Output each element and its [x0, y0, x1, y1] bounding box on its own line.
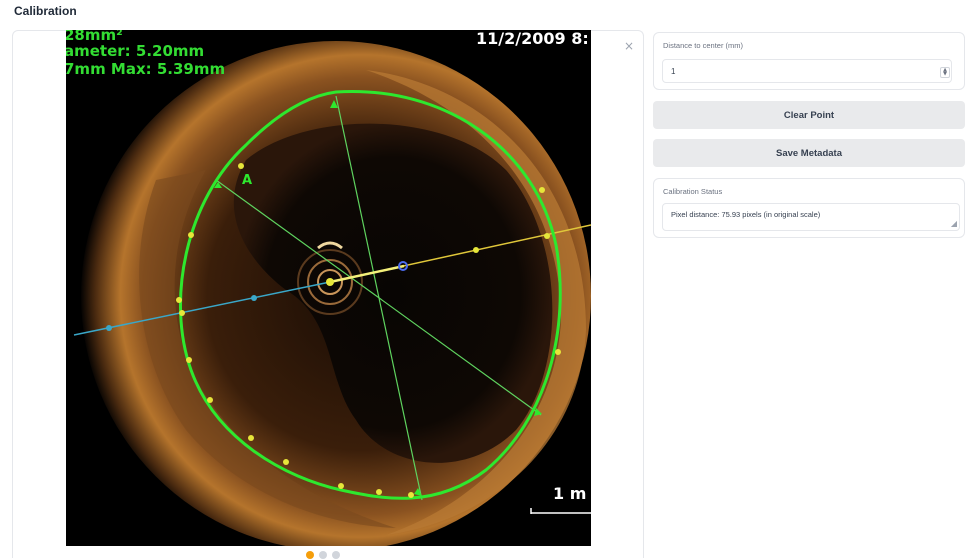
overlay-line-2: ameter: 5.20mm — [66, 42, 204, 60]
page-dot-active[interactable] — [306, 551, 314, 559]
distance-input[interactable] — [662, 59, 952, 83]
resize-handle-icon[interactable]: ◢ — [950, 219, 957, 228]
scale-label: 1 m — [553, 484, 586, 503]
overlay-line-1: 28mm² — [66, 30, 123, 44]
calibration-status-container: Calibration Status Pixel distance: 75.93… — [653, 178, 965, 238]
save-metadata-button[interactable]: Save Metadata — [653, 139, 965, 167]
close-icon[interactable]: × — [623, 39, 635, 53]
page-dot[interactable] — [319, 551, 327, 559]
section-title: Calibration — [14, 4, 77, 18]
calibration-status-label: Calibration Status — [663, 187, 723, 196]
page-dot[interactable] — [332, 551, 340, 559]
number-stepper-icon[interactable]: ▲ ▼ — [940, 67, 950, 78]
distance-field-label: Distance to center (mm) — [663, 41, 744, 50]
lumen-contour — [178, 89, 562, 500]
oct-image[interactable]: A 28mm² ameter: 5.20mm 7mm Max: 5.39mm 1… — [66, 30, 591, 546]
marker-label: A — [242, 173, 252, 188]
clear-point-button[interactable]: Clear Point — [653, 101, 965, 129]
contour-points — [176, 163, 561, 498]
lumen-area — [233, 123, 553, 463]
distance-field-container: Distance to center (mm) ▲ ▼ — [653, 32, 965, 90]
status-value: Pixel distance: 75.93 pixels (in origina… — [671, 210, 821, 219]
calibration-status-text[interactable]: Pixel distance: 75.93 pixels (in origina… — [662, 203, 960, 231]
overlay-line-3: 7mm Max: 5.39mm — [66, 60, 225, 78]
timestamp: 11/2/2009 8: — [476, 30, 589, 48]
